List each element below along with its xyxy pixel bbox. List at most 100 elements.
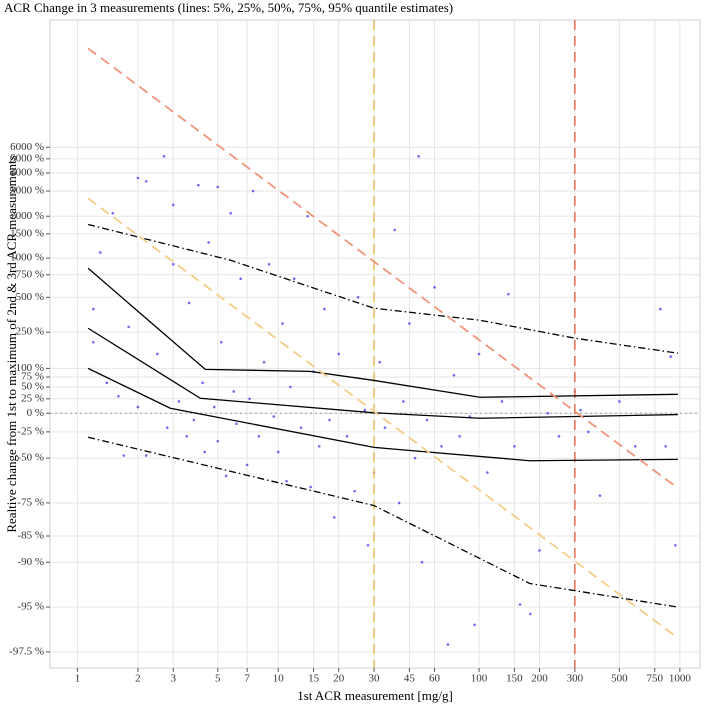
data-point — [92, 307, 95, 311]
quantile-line — [87, 367, 678, 462]
y-tick-label: 0 % — [27, 407, 44, 419]
data-point — [598, 494, 602, 497]
data-point — [187, 301, 191, 305]
data-point — [229, 211, 233, 215]
quantile-line — [87, 267, 678, 398]
data-point — [446, 643, 450, 646]
data-point — [216, 185, 220, 189]
data-point — [136, 405, 140, 409]
data-point — [669, 355, 672, 358]
data-point — [232, 390, 235, 393]
data-point — [111, 211, 115, 215]
y-tick-label: 6000 % — [10, 141, 44, 153]
data-point — [216, 439, 220, 443]
data-point — [323, 307, 326, 311]
x-axis-title: 1st ACR measurement [mg/g] — [297, 688, 453, 703]
quantile-line — [87, 436, 679, 608]
y-tick-label: -90 % — [17, 556, 44, 568]
y-tick-label: 100 % — [16, 362, 44, 374]
data-point — [262, 360, 266, 364]
reference-diagonal — [87, 197, 679, 639]
data-point — [363, 408, 367, 412]
chart-title: ACR Change in 3 measurements (lines: 5%,… — [4, 0, 453, 15]
data-point — [144, 454, 148, 457]
y-tick-label: 500 % — [16, 291, 44, 303]
data-point — [473, 623, 476, 627]
data-point — [486, 471, 489, 474]
data-point — [276, 450, 280, 454]
data-point — [529, 612, 532, 616]
data-point — [518, 603, 522, 606]
data-point — [162, 155, 166, 158]
data-point — [458, 435, 461, 438]
x-tick-label: 150 — [506, 673, 523, 685]
y-tick-label: 250 % — [16, 326, 44, 338]
x-tick-label: 15 — [308, 673, 320, 685]
data-point — [117, 394, 120, 398]
data-point — [281, 322, 284, 325]
data-point — [171, 203, 175, 207]
x-tick-label: 750 — [647, 673, 664, 685]
x-tick-label: 100 — [471, 673, 488, 685]
y-tick-label: -95 % — [17, 601, 44, 613]
data-point — [420, 560, 424, 564]
x-tick-label: 45 — [404, 673, 416, 685]
y-tick-label: 25 % — [21, 392, 44, 404]
data-point — [337, 352, 340, 356]
data-point — [105, 381, 109, 385]
data-point — [557, 435, 561, 438]
data-point — [235, 422, 238, 426]
y-tick-label: 2000 % — [10, 210, 44, 222]
x-tick-label: 30 — [369, 673, 381, 685]
data-point — [289, 385, 292, 389]
data-point — [219, 340, 223, 344]
data-point — [538, 549, 541, 552]
data-point — [144, 180, 148, 183]
data-point — [433, 286, 436, 289]
x-tick-label: 500 — [611, 673, 628, 685]
data-point — [477, 352, 481, 356]
data-point — [328, 418, 331, 422]
data-point — [177, 400, 181, 403]
data-point — [224, 474, 228, 478]
data-point — [393, 228, 396, 232]
data-point — [239, 277, 242, 280]
data-point — [203, 450, 206, 454]
data-point — [408, 322, 411, 325]
y-tick-label: 1000 % — [10, 252, 44, 264]
data-point — [513, 444, 516, 448]
data-point — [507, 292, 510, 296]
x-tick-label: 1000 — [669, 673, 692, 685]
data-point — [378, 360, 381, 364]
y-tick-label: 3000 % — [10, 185, 44, 197]
data-point — [92, 340, 95, 344]
data-point — [402, 400, 405, 403]
y-tick-label: -75 % — [17, 496, 44, 508]
x-tick-label: 10 — [273, 673, 285, 685]
x-tick-label: 2 — [135, 673, 141, 685]
x-tick-label: 1 — [75, 673, 81, 685]
data-point — [192, 418, 196, 422]
data-point — [251, 189, 255, 193]
data-point — [185, 435, 188, 438]
data-point — [309, 485, 312, 489]
data-point — [452, 373, 456, 377]
data-point — [285, 479, 288, 483]
data-point — [345, 435, 349, 438]
x-tick-label: 60 — [429, 673, 441, 685]
data-point — [257, 435, 261, 438]
x-tick-label: 5 — [215, 673, 221, 685]
data-point — [674, 543, 677, 547]
plot-panel — [49, 19, 701, 669]
data-point — [546, 411, 550, 415]
x-tick-label: 7 — [244, 673, 250, 685]
x-tick-label: 300 — [567, 673, 584, 685]
data-point — [586, 430, 590, 434]
data-point — [197, 183, 200, 187]
data-point — [122, 454, 126, 457]
data-point — [317, 444, 321, 448]
data-point — [299, 426, 303, 429]
y-tick-label: -97.5 % — [9, 645, 44, 657]
data-point — [500, 400, 504, 403]
data-point — [292, 277, 296, 280]
